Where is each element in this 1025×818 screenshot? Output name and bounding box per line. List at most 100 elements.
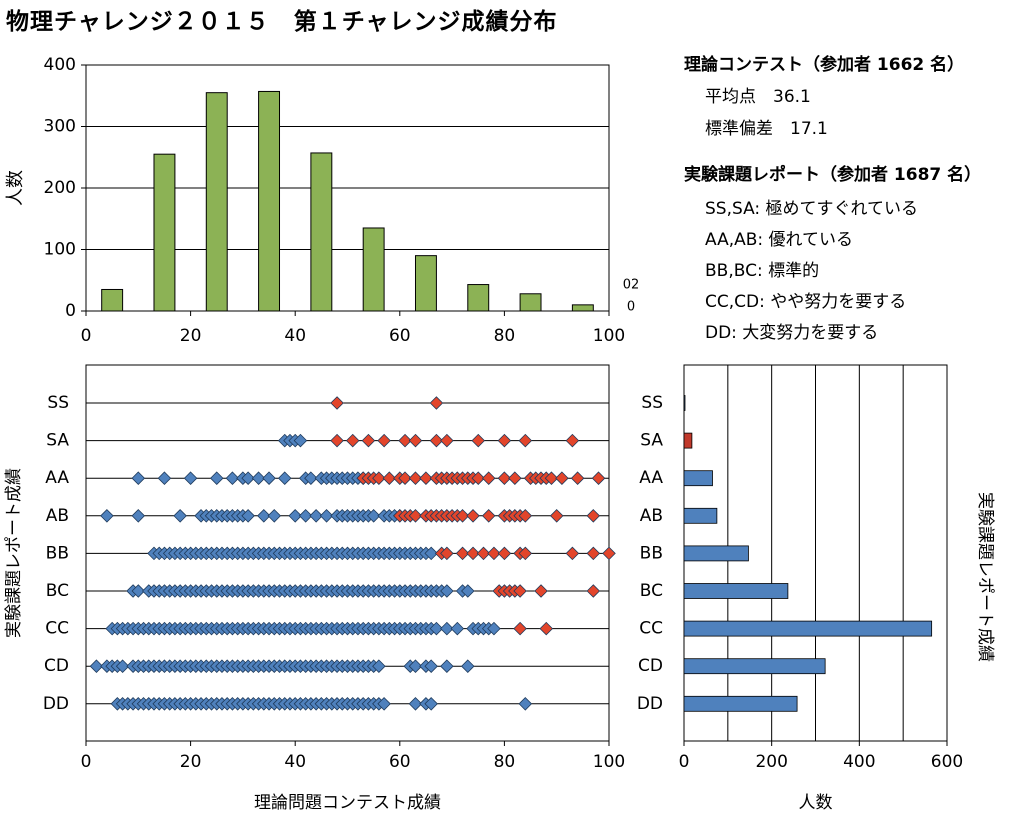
scatter-y-tick-label-8: DD	[43, 694, 69, 714]
scatter-point-blue	[277, 471, 292, 485]
scatter-y-tick-label-1: SA	[46, 431, 69, 451]
scatter-point-blue	[440, 584, 454, 598]
scatter-point-red	[455, 509, 470, 523]
scatter-point-blue	[372, 659, 386, 673]
grade-description-3: BB,BC: 標準的	[705, 261, 820, 281]
scatter-point-red	[565, 546, 580, 561]
scatter-point-red	[398, 433, 412, 448]
hbar-y-tick-label-5: BC	[640, 581, 663, 601]
scatter-point-red	[466, 509, 480, 523]
scatter-point-blue	[424, 546, 438, 561]
theory-mean: 平均点 36.1	[705, 87, 811, 107]
hbar-bar-BB	[683, 545, 749, 562]
scatter-point-red	[555, 471, 569, 485]
hist-x-tick-label-1: 20	[180, 326, 202, 346]
scatter-point-red	[440, 433, 454, 448]
scatter-x-tick-label-1: 20	[180, 752, 202, 772]
scatter-y-tick-label-7: CD	[44, 656, 69, 676]
scatter-point-blue	[241, 471, 255, 485]
hist-bar-7	[467, 284, 490, 312]
hist-bar-1	[153, 153, 176, 312]
scatter-point-blue	[408, 659, 423, 673]
scatter-point-blue	[424, 659, 438, 673]
scatter-point-blue	[440, 621, 454, 636]
scatter-point-red	[513, 621, 527, 636]
scatter-y-axis-label: 実験課題レポート成績	[4, 468, 24, 638]
stray-label-a: 02	[623, 278, 640, 293]
scatter-point-red	[408, 509, 423, 523]
scatter-x-tick-label-5: 100	[593, 752, 625, 772]
hbar-x-tick-label-3: 600	[931, 752, 963, 772]
scatter-x-tick-label-0: 0	[81, 752, 92, 772]
scatter-y-tick-label-4: BB	[46, 543, 69, 563]
scatter-point-red	[518, 546, 533, 561]
scatter-point-red	[586, 584, 601, 598]
scatter-point-blue	[319, 509, 334, 523]
scatter-point-red	[382, 471, 397, 485]
grade-description-1: SS,SA: 極めてすぐれている	[705, 199, 919, 219]
scatter-point-red	[586, 509, 601, 523]
hbar-y-tick-label-2: AA	[639, 468, 663, 488]
hist-bar-2	[205, 92, 228, 312]
scatter-point-red	[544, 471, 559, 485]
scatter-y-tick-label-5: BC	[46, 581, 69, 601]
scatter-point-red	[419, 471, 433, 485]
scatter-x-tick-label-2: 40	[284, 752, 306, 772]
hbar-bar-CD	[683, 658, 826, 675]
scatter-point-red	[471, 433, 486, 448]
hist-x-tick-label-3: 60	[389, 326, 411, 346]
scatter-point-blue	[298, 509, 313, 523]
scatter-point-red	[508, 471, 522, 485]
scatter-point-red	[602, 546, 616, 561]
scatter-point-blue	[173, 509, 187, 523]
scatter-point-blue	[209, 471, 224, 485]
hist-y-tick-label-4: 400	[44, 55, 76, 75]
scatter-point-blue	[461, 584, 475, 598]
scatter-point-blue	[408, 697, 423, 711]
scatter-y-tick-label-3: AB	[46, 506, 69, 526]
scatter-point-blue	[518, 697, 533, 711]
hist-bar-4	[310, 152, 333, 312]
scatter-point-blue	[450, 621, 465, 636]
hist-bar-8	[519, 293, 542, 312]
scatter-point-blue	[424, 697, 438, 711]
scatter-point-blue	[131, 471, 146, 485]
scatter-point-red	[330, 396, 344, 410]
experiment-header: 実験課題レポート（参加者 1687 名）	[684, 165, 982, 185]
scatter-point-red	[513, 584, 527, 598]
scatter-point-red	[440, 546, 454, 561]
hbar-y-tick-label-8: DD	[637, 694, 663, 714]
scatter-point-blue	[487, 621, 501, 636]
scatter-point-red	[361, 433, 376, 448]
scatter-x-axis-label: 理論問題コンテスト成績	[254, 793, 441, 813]
scatter-point-red	[539, 621, 554, 636]
scatter-point-red	[549, 509, 564, 523]
scatter-point-red	[497, 433, 512, 448]
scatter-point-red	[330, 433, 344, 448]
scatter-point-red	[481, 509, 496, 523]
theory-header: 理論コンテスト（参加者 1662 名）	[684, 55, 965, 75]
hist-x-tick-label-4: 80	[494, 326, 516, 346]
hbar-bar-SS	[683, 395, 686, 411]
hist-y-tick-label-3: 300	[44, 117, 76, 137]
scatter-point-red	[398, 471, 412, 485]
scatter-point-red	[518, 433, 533, 448]
scatter-point-red	[481, 471, 496, 485]
theory-sd: 標準偏差 17.1	[705, 119, 828, 139]
scatter-point-red	[372, 471, 386, 485]
hist-y-tick-label-2: 200	[44, 178, 76, 198]
hbar-y-axis-label: 実験課題レポート成績	[975, 492, 995, 662]
scatter-point-blue	[241, 509, 255, 523]
grade-description-4: CC,CD: やや努力を要する	[705, 292, 907, 312]
scatter-x-tick-label-3: 60	[389, 752, 411, 772]
scatter-point-blue	[157, 471, 172, 485]
scatter-point-red	[429, 433, 444, 448]
hist-bar-5	[362, 227, 385, 312]
scatter-point-blue	[115, 659, 130, 673]
scatter-point-red	[518, 509, 533, 523]
scatter-point-red	[455, 546, 470, 561]
figure-title: 物理チャレンジ２０１５ 第１チャレンジ成績分布	[6, 9, 558, 35]
scatter-y-tick-label-2: AA	[45, 468, 69, 488]
hbar-y-tick-label-6: CC	[639, 619, 663, 639]
